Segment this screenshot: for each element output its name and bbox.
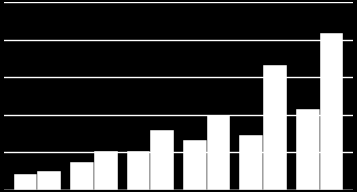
Bar bbox=[127, 151, 150, 190]
Bar bbox=[70, 162, 94, 190]
Bar bbox=[263, 65, 287, 190]
Bar bbox=[150, 131, 174, 190]
Bar bbox=[37, 171, 61, 190]
Bar bbox=[207, 115, 230, 190]
Bar bbox=[296, 108, 320, 190]
Bar bbox=[94, 151, 117, 190]
Bar bbox=[240, 135, 263, 190]
Bar bbox=[320, 33, 343, 190]
Bar bbox=[14, 174, 37, 190]
Bar bbox=[183, 140, 207, 190]
